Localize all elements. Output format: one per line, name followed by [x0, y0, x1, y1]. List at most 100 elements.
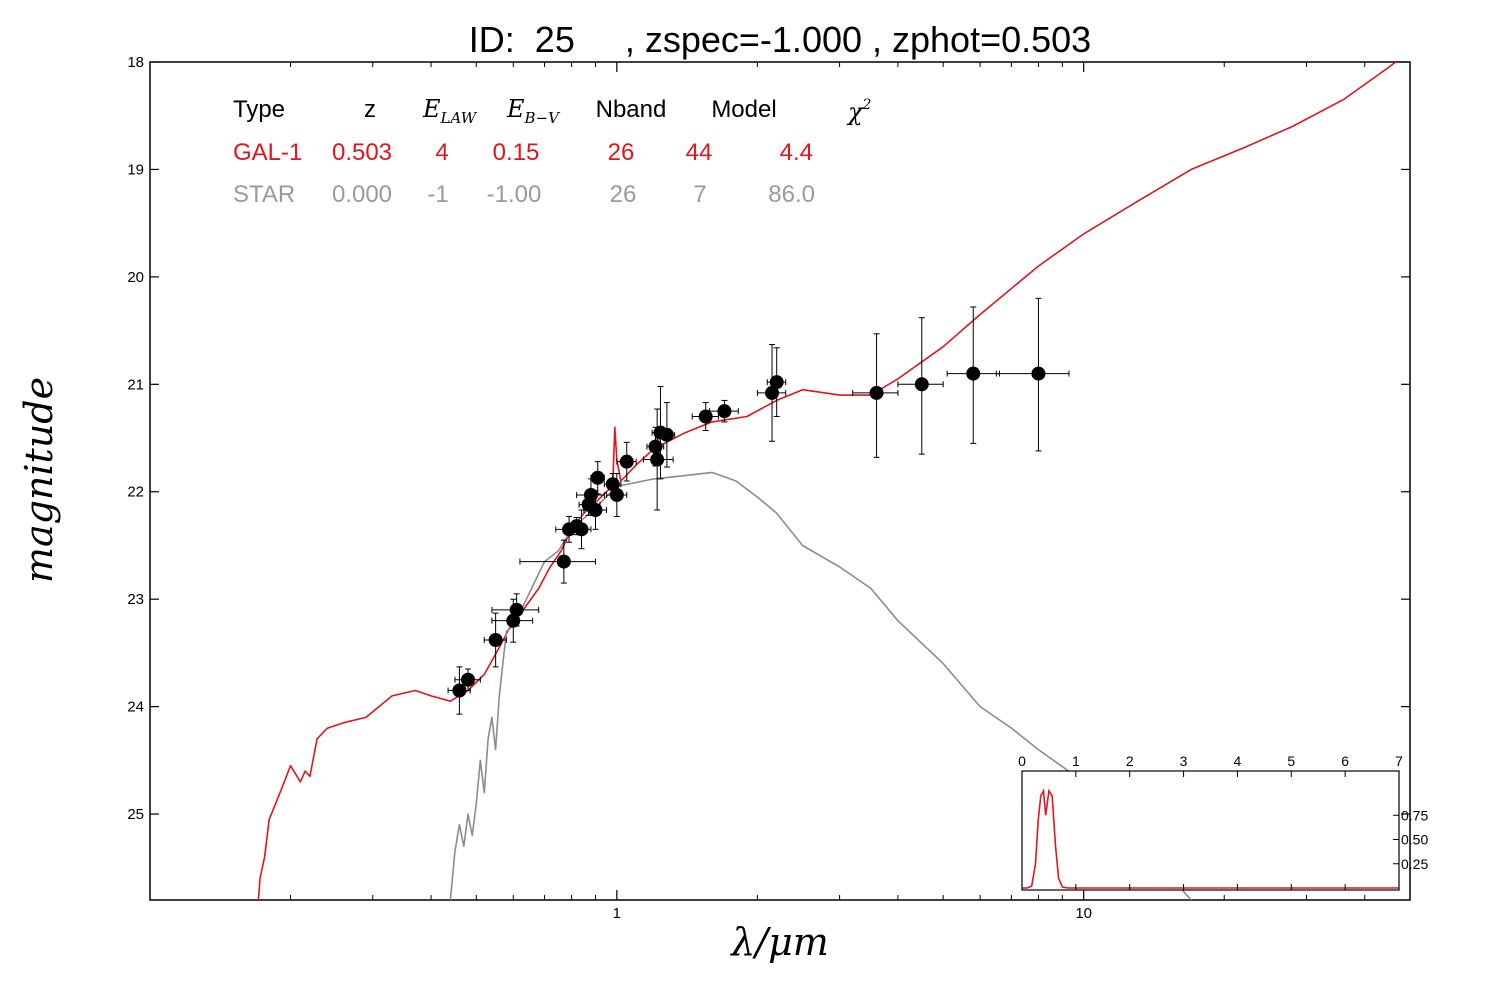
photometry-point-group [590, 461, 605, 495]
header-chi2: χ2 [846, 97, 872, 126]
y-tick-label: 19 [127, 161, 144, 178]
pdz-inset: 0 1 2 3 4 5 6 7 0.25 0.50 0.75 [1018, 753, 1428, 891]
gal-nband: 26 [608, 139, 635, 166]
gal-chi2: 4.4 [780, 139, 813, 166]
inset-frame [1021, 770, 1400, 891]
figure-title: ID: 25 , zspec=-1.000 , zphot=0.503 [469, 19, 1091, 60]
photometry-point-group [583, 490, 607, 530]
gal-elaw: 4 [435, 139, 448, 166]
photometry-marker [869, 385, 884, 400]
photometry-marker [619, 454, 634, 469]
photometry-point-group [642, 408, 674, 511]
photometry-point-group [571, 509, 592, 550]
y-tick-label: 21 [127, 376, 144, 393]
photometry-marker [650, 452, 665, 467]
inset-x-tick-label: 4 [1234, 753, 1242, 769]
photometry-marker [659, 427, 674, 442]
y-tick-label: 20 [127, 269, 144, 286]
gal-z: 0.503 [332, 139, 392, 166]
y-tick-label: 18 [127, 54, 144, 71]
photometry-marker [452, 683, 467, 698]
photometry-marker [1031, 366, 1046, 381]
photometry-point-group [447, 666, 471, 715]
photometry-marker [765, 385, 780, 400]
header-z: z [364, 96, 376, 123]
x-axis-label: λ/μm [729, 920, 829, 964]
photometry-marker [556, 554, 571, 569]
photometry-marker [461, 672, 476, 687]
pdz-line [1022, 788, 1399, 889]
pdz-curve [1022, 788, 1399, 889]
inset-y-tick-label: 0.75 [1401, 807, 1428, 823]
gal-type: GAL-1 [233, 139, 302, 166]
photometry-marker [648, 439, 663, 454]
header-nband: Nband [596, 96, 667, 123]
photometry-point-group [766, 347, 787, 418]
header-model: Model [711, 96, 776, 123]
photometry-marker [605, 477, 620, 492]
photometry-point-group [454, 668, 481, 691]
photometry-marker [590, 470, 605, 485]
star-chi2: 86.0 [768, 181, 815, 208]
y-tick-label: 24 [127, 699, 144, 716]
photometry-marker [509, 602, 524, 617]
inset-x-tick-label: 1 [1072, 753, 1080, 769]
inset-y-tick-label: 0.50 [1401, 832, 1428, 848]
x-tick-label: 10 [1075, 905, 1092, 922]
gal-ebv: 0.15 [493, 139, 540, 166]
photometry-point-group [658, 402, 676, 468]
photometry-marker [583, 487, 598, 502]
x-axis: 1 10 [290, 62, 1366, 922]
inset-y-axis: 0.25 0.50 0.75 [1393, 807, 1428, 872]
photometry-point-group [491, 593, 540, 627]
inset-x-axis: 0 1 2 3 4 5 6 7 [1018, 753, 1403, 890]
photometry-point-group [616, 441, 637, 482]
photometry-point-group [709, 399, 739, 423]
row-star: STAR 0.000 -1 -1.00 26 7 86.0 [233, 181, 815, 208]
inset-x-tick-label: 2 [1126, 753, 1134, 769]
photometry-point-group [852, 333, 899, 458]
inset-x-tick-label: 7 [1395, 753, 1403, 769]
plot-frame [149, 61, 1411, 901]
row-galaxy: GAL-1 0.503 4 0.15 26 44 4.4 [233, 139, 813, 166]
header-ebv: EB−V [506, 95, 561, 127]
inset-x-tick-label: 3 [1180, 753, 1188, 769]
photometry-point-group [691, 402, 719, 432]
star-model: 7 [693, 181, 706, 208]
photometry-marker [488, 633, 503, 648]
x-tick-label: 1 [613, 905, 621, 922]
photometry-marker [609, 487, 624, 502]
gal-model: 44 [686, 139, 713, 166]
y-tick-label: 25 [127, 806, 144, 823]
y-axis-label: magnitude [17, 377, 61, 583]
inset-y-tick-label: 0.25 [1401, 856, 1428, 872]
header-type: Type [233, 96, 285, 123]
star-ebv: -1.00 [487, 181, 542, 208]
star-z: 0.000 [332, 181, 392, 208]
star-elaw: -1 [427, 181, 448, 208]
star-type: STAR [233, 181, 295, 208]
photometry-marker [966, 366, 981, 381]
photometry-point-group [995, 297, 1070, 452]
photometry-point-group [756, 344, 787, 442]
photometry-point-group [946, 306, 1000, 444]
y-tick-label: 22 [127, 484, 144, 501]
photometry-points [447, 297, 1070, 715]
photometry-point-group [576, 478, 605, 512]
header-elaw: ELAW [422, 95, 478, 127]
photometry-marker [717, 404, 732, 419]
inset-x-tick-label: 5 [1287, 753, 1295, 769]
photometry-point-group [519, 539, 596, 584]
photometry-marker [914, 377, 929, 392]
fit-summary-table: Type z ELAW EB−V Nband Model χ2 GAL-1 0.… [233, 95, 872, 208]
inset-x-tick-label: 6 [1341, 753, 1349, 769]
inset-x-tick-label: 0 [1018, 753, 1026, 769]
photometry-point-group [605, 472, 628, 517]
photometry-point-group [897, 317, 944, 455]
photometry-marker [588, 503, 603, 518]
photometry-point-group [483, 612, 507, 668]
star-nband: 26 [610, 181, 637, 208]
